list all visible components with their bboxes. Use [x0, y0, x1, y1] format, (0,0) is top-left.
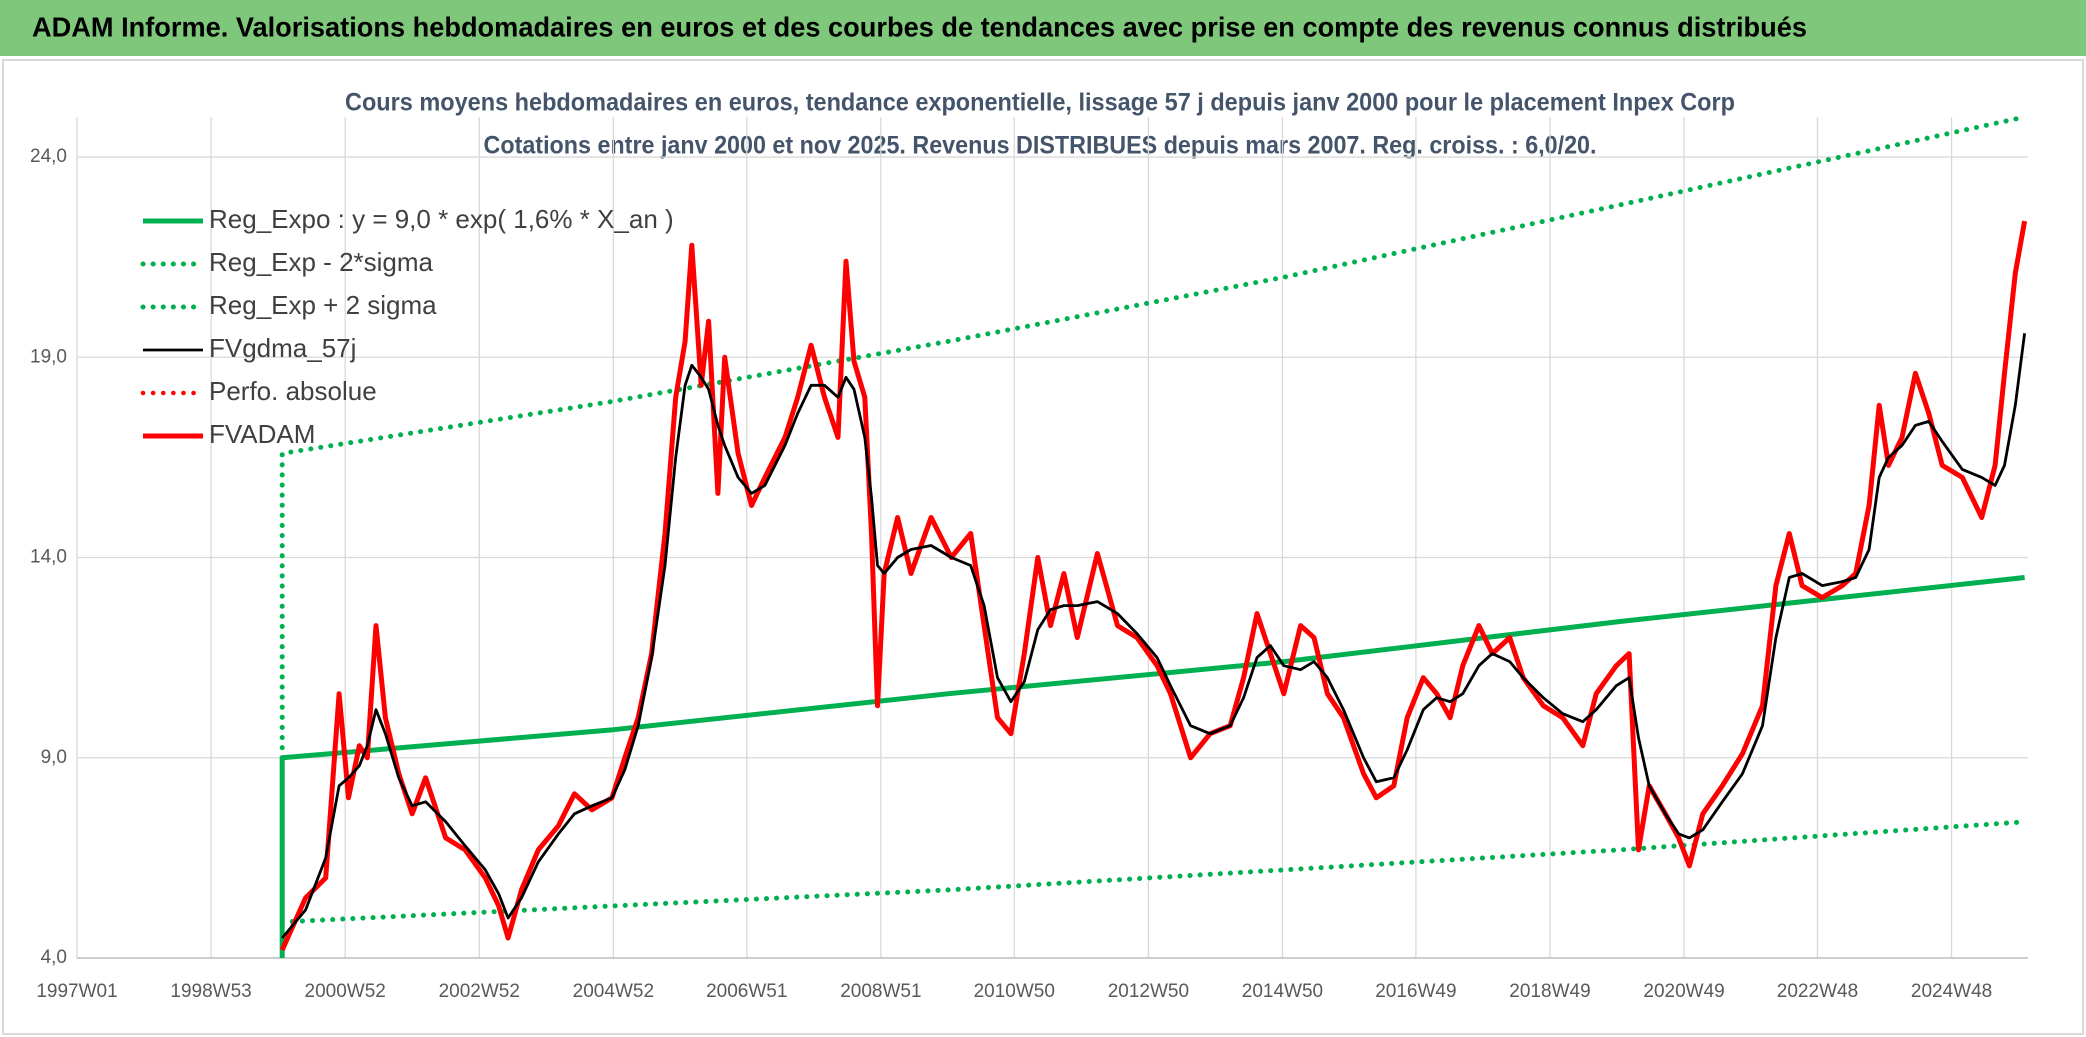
x-tick-label: 2016W49	[1375, 981, 1456, 1002]
x-tick-label: 2004W52	[573, 981, 654, 1002]
series-line	[279, 114, 2028, 761]
x-tick-label: 1998W53	[170, 981, 251, 1002]
x-tick-label: 2010W50	[974, 981, 1055, 1002]
x-tick-label: 2022W48	[1777, 981, 1858, 1002]
x-tick-label: 1997W01	[36, 981, 117, 1002]
chart-title: ADAM Informe. Valorisations hebdomadaire…	[32, 11, 1807, 42]
x-tick-label: 2008W51	[840, 981, 921, 1002]
y-tick-label: 19,0	[30, 346, 67, 367]
x-tick-label: 2000W52	[305, 981, 386, 1002]
x-tick-label: 2002W52	[439, 981, 520, 1002]
chart-border	[2, 59, 2084, 1035]
series-line	[281, 333, 2026, 939]
y-tick-label: 9,0	[41, 747, 67, 768]
x-tick-label: 2012W50	[1108, 981, 1189, 1002]
x-tick-label: 2024W48	[1911, 981, 1992, 1002]
x-tick-label: 2014W50	[1242, 981, 1323, 1002]
x-tick-label: 2018W49	[1509, 981, 1590, 1002]
x-tick-label: 2006W51	[706, 981, 787, 1002]
chart-subtitle: Cotations entre janv 2000 et nov 2025. R…	[484, 132, 1597, 160]
title-bar	[0, 0, 2086, 56]
x-tick-label: 2020W49	[1643, 981, 1724, 1002]
series-line	[279, 220, 2028, 952]
legend-label: Perfo. absolue	[209, 376, 377, 406]
chart-subtitle: Cours moyens hebdomadaires en euros, ten…	[345, 89, 1735, 117]
legend-label: FVgdma_57j	[209, 333, 356, 363]
y-tick-label: 4,0	[41, 947, 67, 968]
y-tick-label: 24,0	[30, 146, 67, 167]
legend-label: Reg_Exp + 2 sigma	[209, 290, 437, 320]
y-tick-label: 14,0	[30, 547, 67, 568]
legend-label: Reg_Expo : y = 9,0 * exp( 1,6% * X_an )	[209, 204, 674, 234]
legend-label: Reg_Exp - 2*sigma	[209, 247, 434, 277]
legend-label: FVADAM	[209, 419, 315, 449]
